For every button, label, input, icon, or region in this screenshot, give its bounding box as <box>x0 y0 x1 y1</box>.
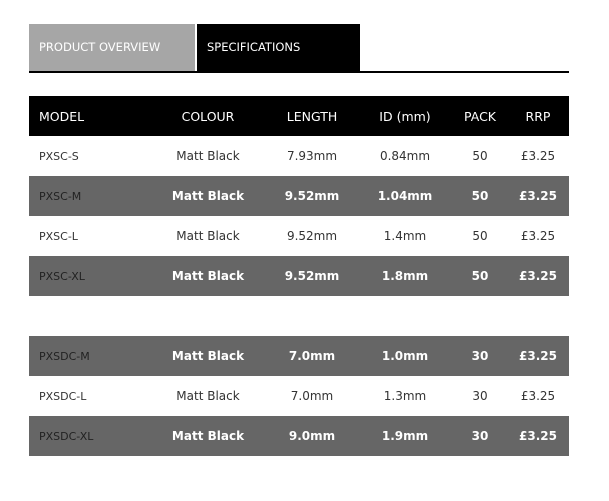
cell-colour: Matt Black <box>149 216 267 256</box>
cell-pack: 30 <box>453 376 507 416</box>
cell-rrp: £3.25 <box>507 376 569 416</box>
cell-id: 1.3mm <box>357 376 453 416</box>
header-length: LENGTH <box>267 96 357 136</box>
cell-model: PXSC-XL <box>29 256 149 296</box>
cell-id: 1.0mm <box>357 336 453 376</box>
cell-length: 7.0mm <box>267 376 357 416</box>
cell-length: 7.0mm <box>267 336 357 376</box>
cell-rrp: £3.25 <box>507 216 569 256</box>
cell-pack: 30 <box>453 416 507 456</box>
cell-colour: Matt Black <box>149 336 267 376</box>
cell-rrp: £3.25 <box>507 416 569 456</box>
cell-colour: Matt Black <box>149 376 267 416</box>
header-colour: COLOUR <box>149 96 267 136</box>
cell-id: 1.8mm <box>357 256 453 296</box>
cell-length: 9.52mm <box>267 256 357 296</box>
table-row: PXSC-XL Matt Black 9.52mm 1.8mm 50 £3.25 <box>29 256 569 296</box>
header-model: MODEL <box>29 96 149 136</box>
cell-rrp: £3.25 <box>507 136 569 176</box>
tab-bar: PRODUCT OVERVIEW SPECIFICATIONS <box>29 24 569 73</box>
cell-pack: 50 <box>453 176 507 216</box>
cell-rrp: £3.25 <box>507 256 569 296</box>
table-row: PXSC-M Matt Black 9.52mm 1.04mm 50 £3.25 <box>29 176 569 216</box>
cell-model: PXSC-S <box>29 136 149 176</box>
table-row: PXSDC-L Matt Black 7.0mm 1.3mm 30 £3.25 <box>29 376 569 416</box>
cell-id: 0.84mm <box>357 136 453 176</box>
cell-id: 1.9mm <box>357 416 453 456</box>
tab-specifications[interactable]: SPECIFICATIONS <box>197 24 360 71</box>
cell-model: PXSC-L <box>29 216 149 256</box>
cell-colour: Matt Black <box>149 256 267 296</box>
spec-table-2: PXSDC-M Matt Black 7.0mm 1.0mm 30 £3.25 PXSDC-… <box>29 336 569 456</box>
table-row: PXSDC-M Matt Black 7.0mm 1.0mm 30 £3.25 <box>29 336 569 376</box>
cell-pack: 50 <box>453 256 507 296</box>
header-row: MODEL COLOUR LENGTH ID (mm) PACK RRP <box>29 96 569 136</box>
cell-rrp: £3.25 <box>507 176 569 216</box>
table-row: PXSC-S Matt Black 7.93mm 0.84mm 50 £3.25 <box>29 136 569 176</box>
cell-length: 9.52mm <box>267 216 357 256</box>
header-pack: PACK <box>453 96 507 136</box>
table-row: PXSDC-XL Matt Black 9.0mm 1.9mm 30 £3.25 <box>29 416 569 456</box>
cell-id: 1.4mm <box>357 216 453 256</box>
cell-pack: 50 <box>453 216 507 256</box>
cell-rrp: £3.25 <box>507 336 569 376</box>
tab-product-overview[interactable]: PRODUCT OVERVIEW <box>29 24 195 71</box>
header-id: ID (mm) <box>357 96 453 136</box>
cell-colour: Matt Black <box>149 416 267 456</box>
cell-pack: 50 <box>453 136 507 176</box>
cell-model: PXSC-M <box>29 176 149 216</box>
spec-table: MODEL COLOUR LENGTH ID (mm) PACK RRP PXS… <box>29 96 569 296</box>
table-row: PXSC-L Matt Black 9.52mm 1.4mm 50 £3.25 <box>29 216 569 256</box>
cell-model: PXSDC-L <box>29 376 149 416</box>
cell-length: 7.93mm <box>267 136 357 176</box>
cell-length: 9.0mm <box>267 416 357 456</box>
cell-colour: Matt Black <box>149 136 267 176</box>
cell-model: PXSDC-XL <box>29 416 149 456</box>
cell-length: 9.52mm <box>267 176 357 216</box>
cell-pack: 30 <box>453 336 507 376</box>
cell-id: 1.04mm <box>357 176 453 216</box>
cell-model: PXSDC-M <box>29 336 149 376</box>
cell-colour: Matt Black <box>149 176 267 216</box>
header-rrp: RRP <box>507 96 569 136</box>
